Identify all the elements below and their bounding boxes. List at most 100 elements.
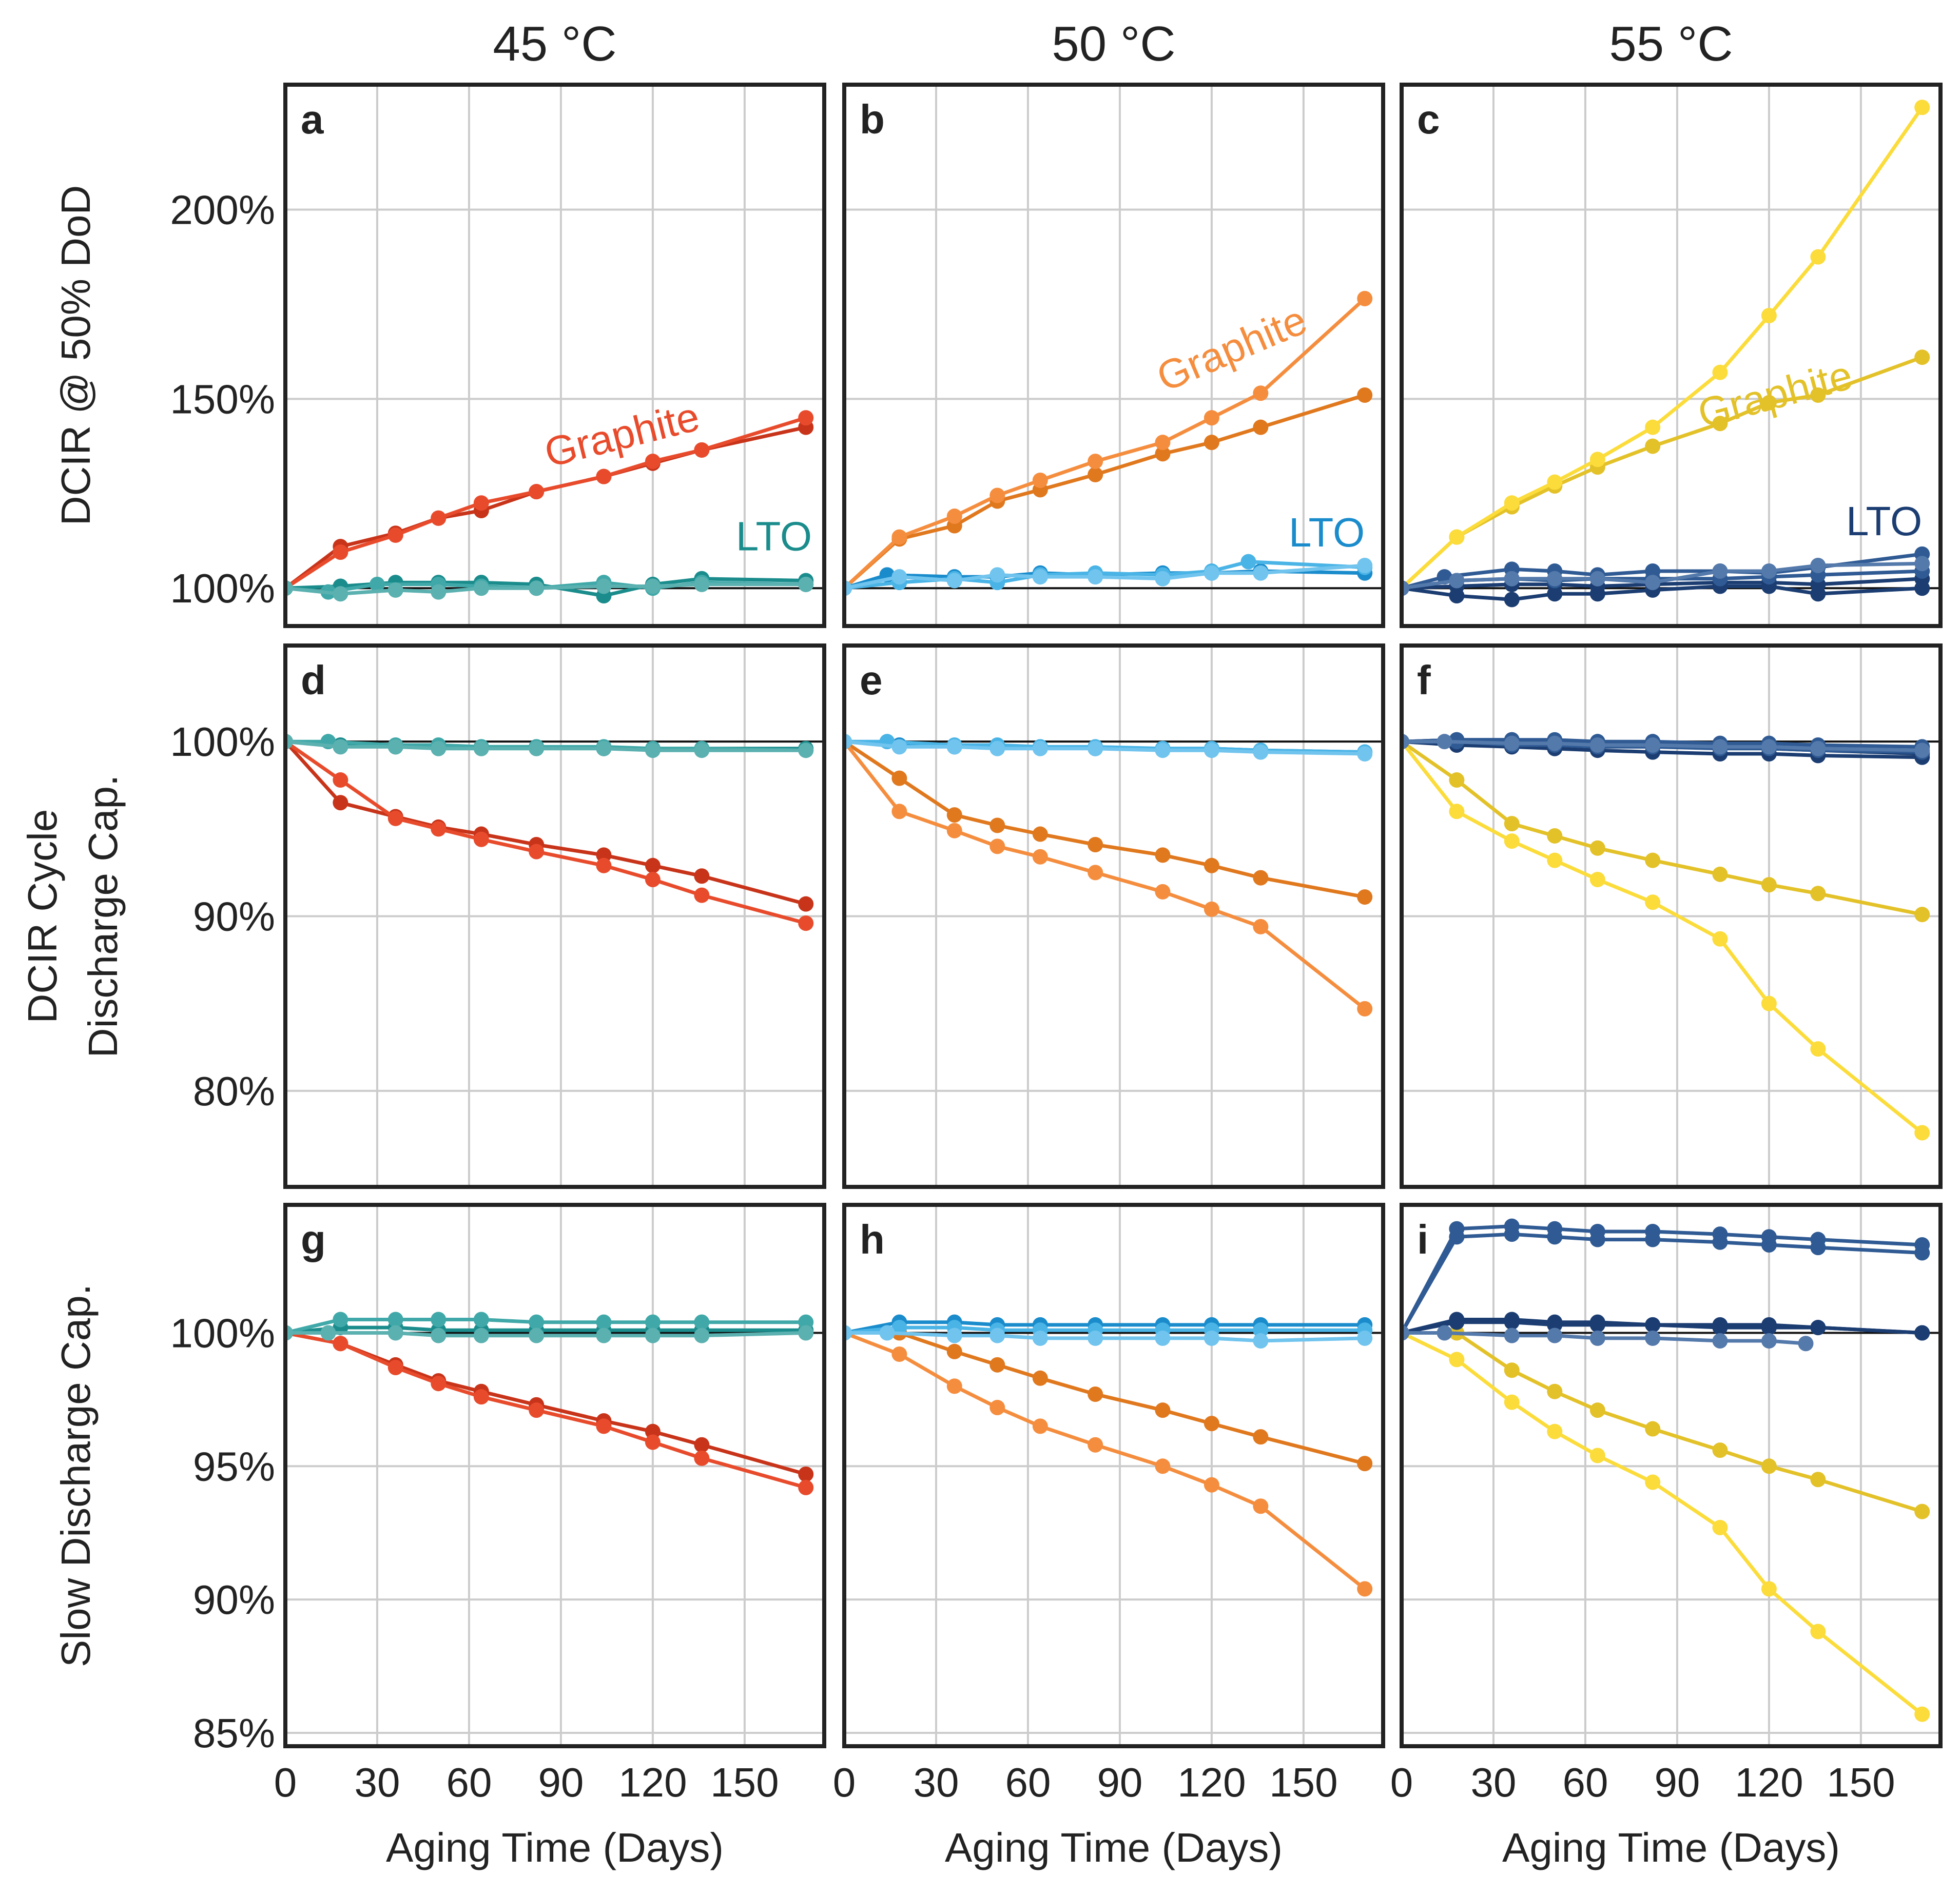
panel-frame [1400,83,1943,628]
data-point [1712,416,1728,432]
data-point [1810,886,1826,902]
data-point [1798,1336,1814,1352]
data-point [1204,435,1219,451]
data-point [798,1479,814,1495]
data-point [1357,889,1373,905]
data-point [1589,840,1605,856]
data-point [1088,569,1103,585]
data-point [798,915,814,931]
data-point [1504,1394,1520,1410]
series-line [1402,577,1923,590]
data-point [1155,446,1171,462]
data-point [1761,1581,1777,1597]
data-point [1032,740,1048,756]
data-point [1253,419,1269,435]
data-point [1032,849,1048,865]
data-point [473,1389,489,1405]
data-point [529,1402,545,1418]
y-tick-label: 85% [193,1710,275,1756]
data-point [989,740,1005,756]
data-point [694,868,710,884]
x-tick-label: 30 [913,1760,959,1805]
data-point [387,1325,403,1341]
data-point [1712,1442,1728,1458]
data-point [989,1357,1005,1373]
data-point [891,1346,907,1362]
data-point [1589,1330,1605,1346]
series-line [285,582,806,596]
data-point [431,740,447,756]
data-point [1088,1330,1103,1346]
data-point [1547,474,1563,490]
data-point [529,484,545,500]
data-point [1357,387,1373,403]
data-point [1810,740,1826,756]
series-group [285,1312,814,1495]
data-point [1761,308,1777,324]
panel-frame [842,1203,1385,1748]
series-line [285,1331,806,1338]
data-point [1032,1330,1048,1346]
data-point [1253,744,1269,760]
x-tick-label: 90 [538,1760,584,1805]
data-point [645,743,661,758]
series-group [844,1314,1373,1597]
x-axis-label: Aging Time (Days) [1502,1825,1840,1870]
x-tick-label: 120 [1177,1760,1246,1805]
data-point [879,1325,895,1341]
panel-e: e [842,643,1385,1189]
data-point [946,509,962,524]
data-point [387,1360,403,1376]
data-point [1204,1330,1219,1346]
data-point [645,1434,661,1450]
data-point [431,1327,447,1343]
y-tick-label: 100% [170,1310,275,1356]
data-point [989,838,1005,854]
data-point [596,857,612,873]
series-line [1402,584,1923,601]
data-point [596,578,612,594]
column-title: 55 °C [1609,16,1733,71]
data-point [1504,592,1520,608]
panel-letter: f [1417,657,1431,703]
series-group [844,734,1373,1017]
data-point [645,872,661,888]
data-point [1645,894,1661,910]
data-point [1204,1416,1219,1432]
data-point [1253,1429,1269,1445]
series-line [1402,106,1924,590]
series-line [844,297,1366,590]
data-point [946,1343,962,1359]
data-point [1645,419,1661,435]
data-point [1088,1386,1103,1402]
data-point [1914,556,1930,572]
data-point [1547,735,1563,751]
data-point [989,1327,1005,1343]
panel-f: f [1400,643,1943,1189]
data-point [694,1314,710,1330]
data-point [1449,804,1465,819]
data-point [333,795,348,811]
series-line [1402,740,1924,1135]
data-point [1504,495,1520,511]
panel-frame [1400,1203,1943,1748]
data-point [1761,877,1777,893]
data-point [891,529,907,545]
data-point [1712,866,1728,882]
data-point [1204,901,1219,917]
data-point [596,468,612,484]
series-line [844,1331,1366,1591]
data-point [645,1423,661,1439]
x-tick-label: 60 [1562,1760,1608,1805]
y-tick-label: 200% [170,187,275,232]
data-point [431,1312,447,1327]
data-point [1645,1317,1661,1333]
series-line [285,1318,806,1335]
series-line [1402,561,1923,590]
data-point [1357,290,1373,306]
panel-h: h 0 30 60 90 120 150 Aging Time (Days) [833,1203,1385,1870]
series-line [1402,739,1923,759]
series-line [1402,1224,1923,1334]
data-point [1589,1232,1605,1247]
data-point [946,1327,962,1343]
